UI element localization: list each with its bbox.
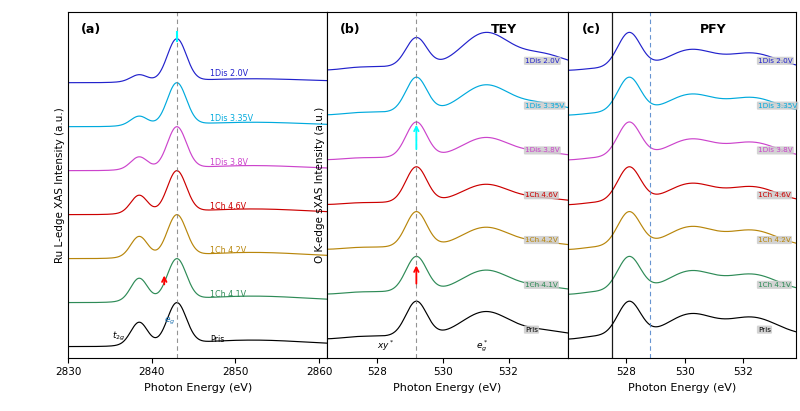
Text: 1Dis 3.8V: 1Dis 3.8V — [210, 158, 248, 167]
Text: (c): (c) — [582, 23, 601, 36]
Y-axis label: O K-edge sXAS Intensity (a.u.): O K-edge sXAS Intensity (a.u.) — [314, 107, 325, 263]
Y-axis label: Ru L-edge XAS Intensity (a.u.): Ru L-edge XAS Intensity (a.u.) — [55, 107, 66, 263]
Text: $e_g^*$: $e_g^*$ — [475, 339, 488, 354]
Text: (b): (b) — [339, 23, 360, 36]
Text: $e_g$: $e_g$ — [164, 316, 175, 327]
X-axis label: Photon Energy (eV): Photon Energy (eV) — [394, 383, 502, 393]
Text: 1Ch 4.6V: 1Ch 4.6V — [210, 202, 246, 211]
Text: Pris: Pris — [525, 327, 538, 332]
Text: 1Dis 3.35V: 1Dis 3.35V — [210, 114, 254, 123]
Text: 1Dis 2.0V: 1Dis 2.0V — [210, 69, 249, 78]
X-axis label: Photon Energy (eV): Photon Energy (eV) — [144, 383, 252, 393]
Text: 1Ch 4.6V: 1Ch 4.6V — [525, 192, 558, 198]
Text: 1Dis 3.8V: 1Dis 3.8V — [525, 148, 560, 153]
Text: 1Ch 4.2V: 1Ch 4.2V — [210, 246, 246, 255]
Text: 1Dis 3.35V: 1Dis 3.35V — [758, 103, 798, 109]
Text: $xy^*$: $xy^*$ — [377, 338, 394, 353]
Text: Pris: Pris — [210, 335, 225, 344]
Text: (a): (a) — [81, 23, 102, 36]
Text: 1Ch 4.2V: 1Ch 4.2V — [525, 237, 558, 243]
Text: 1Dis 3.35V: 1Dis 3.35V — [525, 103, 564, 109]
Text: TEY: TEY — [491, 23, 517, 36]
Text: 1Dis 3.8V: 1Dis 3.8V — [758, 148, 793, 153]
Text: 1Ch 4.2V: 1Ch 4.2V — [758, 237, 791, 243]
Text: 1Ch 4.6V: 1Ch 4.6V — [758, 192, 791, 198]
X-axis label: Photon Energy (eV): Photon Energy (eV) — [628, 383, 736, 393]
Text: 1Dis 2.0V: 1Dis 2.0V — [525, 58, 560, 64]
Text: Pris: Pris — [758, 327, 771, 332]
Text: 1Ch 4.1V: 1Ch 4.1V — [758, 282, 791, 288]
Text: $t_{2g}$: $t_{2g}$ — [111, 330, 125, 343]
Text: PFY: PFY — [700, 23, 726, 36]
Text: 1Ch 4.1V: 1Ch 4.1V — [525, 282, 558, 288]
Text: 1Dis 2.0V: 1Dis 2.0V — [758, 58, 793, 64]
Text: 1Ch 4.1V: 1Ch 4.1V — [210, 290, 246, 299]
